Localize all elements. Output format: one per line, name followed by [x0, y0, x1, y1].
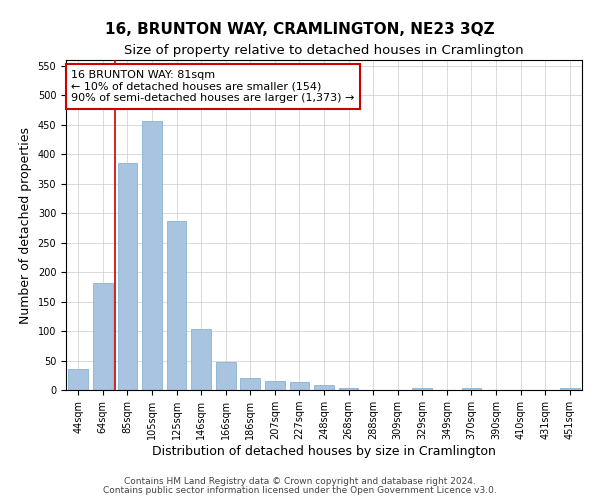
- Bar: [461, 388, 481, 390]
- Text: Contains public sector information licensed under the Open Government Licence v3: Contains public sector information licen…: [103, 486, 497, 495]
- Bar: [142, 120, 162, 390]
- Text: 16, BRUNTON WAY, CRAMLINGTON, NE23 3QZ: 16, BRUNTON WAY, CRAMLINGTON, NE23 3QZ: [105, 22, 495, 38]
- Bar: [167, 221, 187, 390]
- Bar: [265, 380, 284, 390]
- Bar: [93, 283, 113, 390]
- Text: 16 BRUNTON WAY: 81sqm
← 10% of detached houses are smaller (154)
90% of semi-det: 16 BRUNTON WAY: 81sqm ← 10% of detached …: [71, 70, 355, 103]
- Bar: [191, 330, 211, 390]
- Y-axis label: Number of detached properties: Number of detached properties: [19, 126, 32, 324]
- Bar: [339, 388, 358, 390]
- Bar: [216, 362, 236, 390]
- Bar: [560, 388, 580, 390]
- Bar: [412, 388, 432, 390]
- Bar: [118, 163, 137, 390]
- Text: Contains HM Land Registry data © Crown copyright and database right 2024.: Contains HM Land Registry data © Crown c…: [124, 478, 476, 486]
- Title: Size of property relative to detached houses in Cramlington: Size of property relative to detached ho…: [124, 44, 524, 58]
- X-axis label: Distribution of detached houses by size in Cramlington: Distribution of detached houses by size …: [152, 445, 496, 458]
- Bar: [68, 370, 88, 390]
- Bar: [290, 382, 309, 390]
- Bar: [314, 384, 334, 390]
- Bar: [241, 378, 260, 390]
